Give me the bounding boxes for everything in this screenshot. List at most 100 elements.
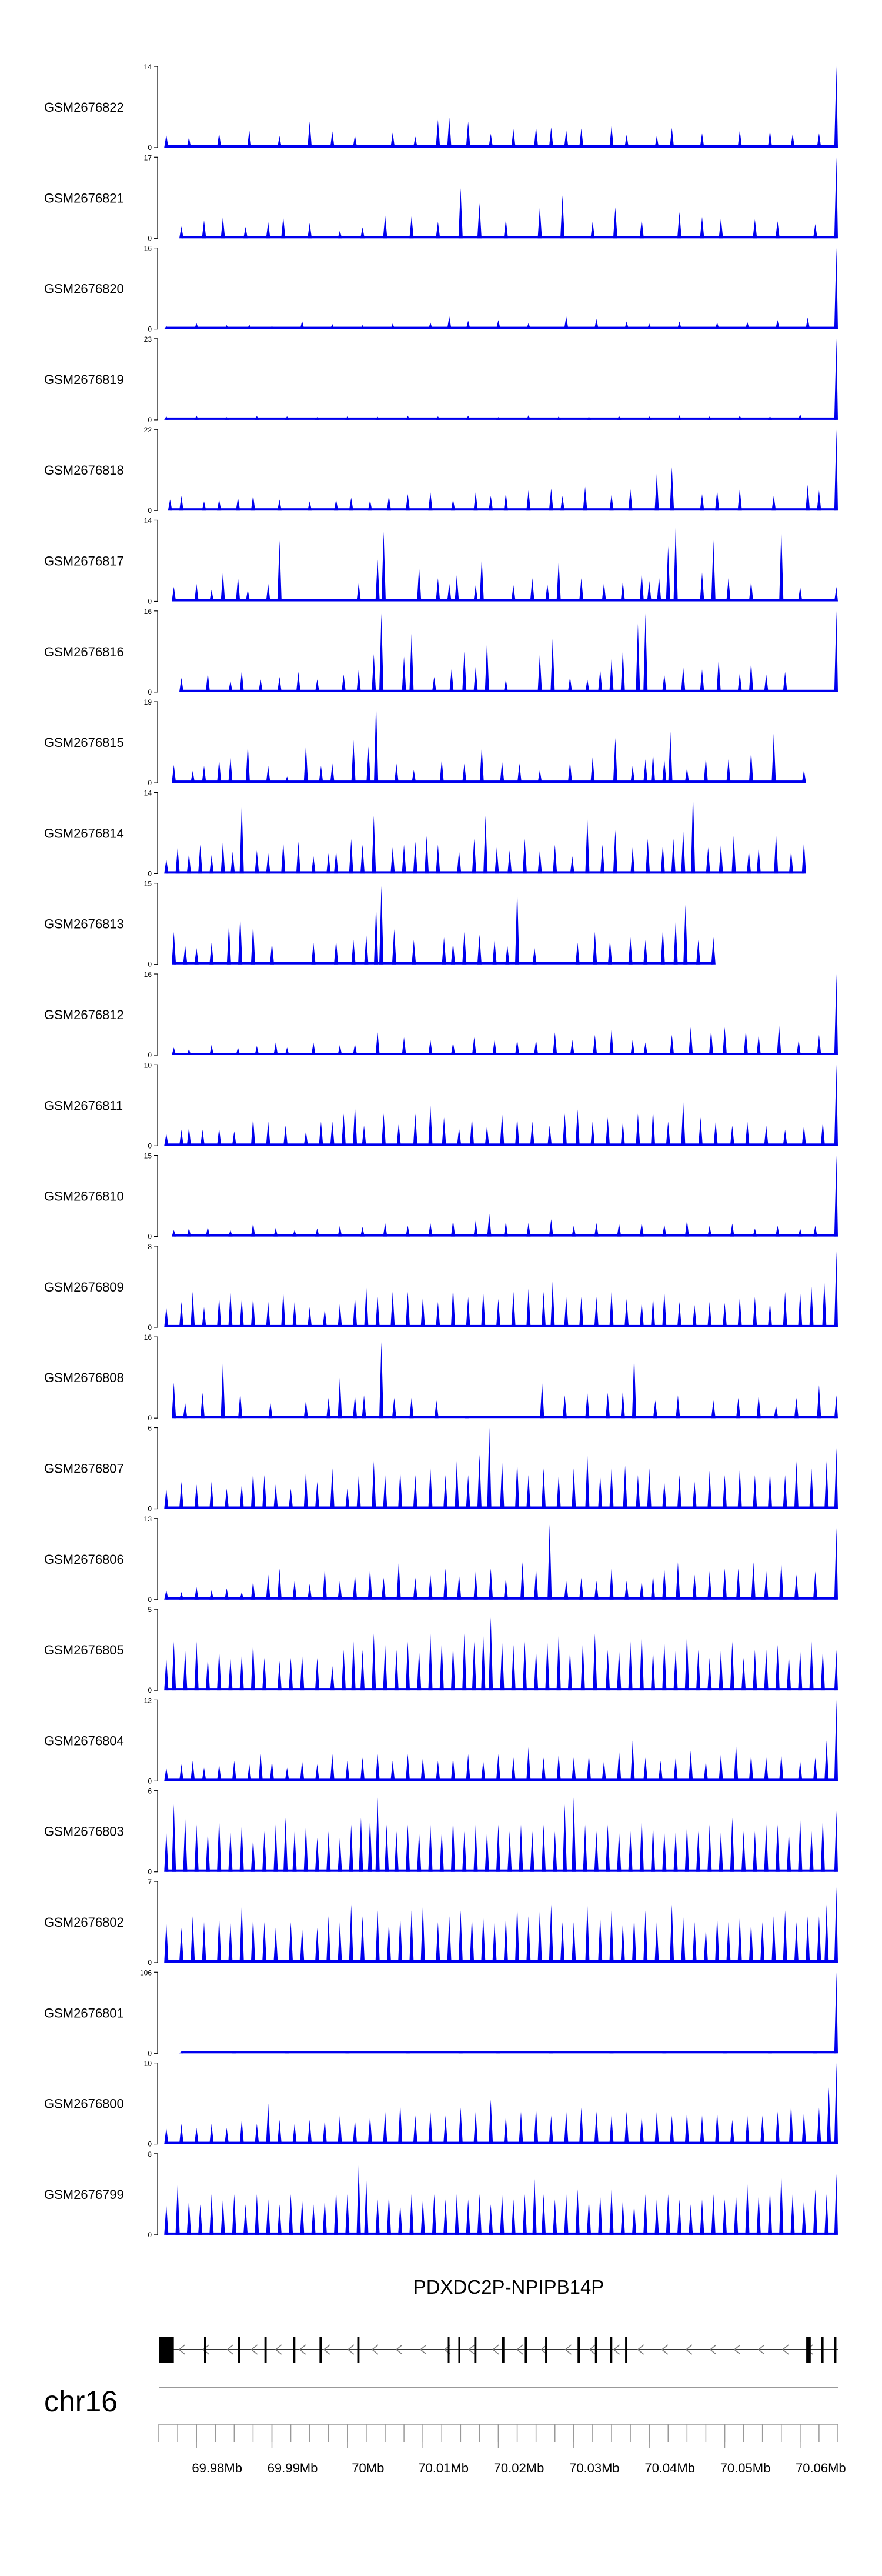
- coverage-peak: [624, 135, 629, 148]
- coverage-peak: [632, 1354, 637, 1419]
- coverage-peak: [262, 1475, 267, 1509]
- coverage-peak: [719, 845, 723, 874]
- coverage-peak: [224, 1489, 229, 1509]
- track-GSM2676821: GSM2676821 17 0: [44, 154, 838, 242]
- coverage-peak: [794, 1922, 799, 1963]
- coverage-peak: [183, 1403, 188, 1419]
- x-tick-label: 70.03Mb: [569, 2461, 620, 2475]
- coverage-peak: [673, 1650, 678, 1691]
- coverage-peak: [801, 1125, 806, 1146]
- coverage-peak: [806, 485, 810, 511]
- coverage-peak: [326, 1916, 331, 1963]
- coverage-peak: [202, 1922, 206, 1963]
- coverage-peak: [579, 1577, 584, 1600]
- x-tick-label: 70.06Mb: [796, 2461, 846, 2475]
- coverage-peak: [368, 2115, 372, 2144]
- coverage-peak: [783, 672, 787, 692]
- coverage-peak: [654, 2199, 659, 2235]
- y-tick-label-zero: 0: [148, 1596, 152, 1604]
- coverage-peak: [428, 1633, 433, 1691]
- y-tick-label-max: 6: [148, 1787, 152, 1796]
- y-tick-label-max: 12: [144, 1696, 152, 1704]
- coverage-peak: [266, 1574, 270, 1600]
- coverage-peak: [707, 1471, 712, 1509]
- coverage-peak: [164, 1922, 169, 1963]
- y-tick-label-max: 16: [144, 245, 152, 253]
- coverage-peak: [670, 128, 674, 148]
- coverage-peak: [360, 1227, 365, 1237]
- coverage-peak: [749, 1754, 754, 1781]
- coverage-peak: [375, 1910, 380, 1963]
- coverage-peak: [643, 1042, 648, 1055]
- coverage-peak: [477, 2194, 482, 2235]
- track-GSM2676813: GSM2676813 15 0: [44, 880, 716, 969]
- coverage-peak: [292, 1580, 297, 1600]
- coverage-peak: [356, 2164, 361, 2235]
- coverage-peak: [194, 323, 199, 329]
- coverage-peak: [813, 223, 818, 239]
- coverage-peak: [179, 1129, 184, 1146]
- coverage-peak: [447, 1916, 452, 1963]
- coverage-peak: [394, 763, 399, 783]
- coverage-peak: [643, 1910, 648, 1963]
- coverage-peak: [620, 649, 625, 692]
- coverage-peak: [409, 216, 414, 239]
- track-label: GSM2676806: [44, 1552, 124, 1567]
- coverage-peak: [771, 496, 776, 511]
- coverage-peak: [250, 1580, 256, 1600]
- coverage-peak: [593, 1035, 597, 1055]
- coverage-peak: [164, 416, 169, 420]
- coverage-peak: [333, 2189, 339, 2235]
- coverage-peak: [250, 1916, 256, 1963]
- coverage-peak: [428, 1105, 433, 1146]
- coverage-peak: [258, 1754, 263, 1781]
- coverage-peak: [751, 1562, 756, 1600]
- coverage-peak: [164, 1831, 169, 1872]
- coverage-peak: [428, 322, 433, 329]
- coverage-peak: [715, 322, 720, 329]
- coverage-peak: [666, 2194, 670, 2235]
- coverage-peak: [670, 467, 674, 511]
- coverage-peak: [774, 1405, 779, 1419]
- coverage-peak: [479, 746, 484, 783]
- coverage-peak: [579, 578, 584, 602]
- coverage-peak: [303, 744, 308, 783]
- coverage-peak: [224, 1588, 229, 1600]
- coverage-peak: [308, 223, 312, 239]
- coverage-peak: [238, 915, 243, 965]
- coverage-peak: [315, 1927, 320, 1963]
- coverage-peak: [326, 853, 331, 874]
- coverage-peak: [405, 1641, 410, 1691]
- coverage-peak: [447, 583, 452, 602]
- track-label: GSM2676813: [44, 917, 124, 932]
- coverage-peak: [534, 126, 539, 148]
- coverage-peak: [639, 572, 644, 602]
- coverage-peak: [575, 1109, 580, 1146]
- coverage-peak: [228, 1922, 233, 1963]
- gene-exon: [264, 2337, 267, 2363]
- coverage-peak: [594, 1580, 599, 1600]
- track-label: GSM2676810: [44, 1189, 124, 1204]
- coverage-peak: [179, 496, 184, 511]
- coverage-peak: [639, 1633, 644, 1691]
- coverage-peak: [338, 1580, 342, 1600]
- coverage-peak: [609, 1910, 614, 1963]
- coverage-peak: [232, 1760, 236, 1781]
- strand-arrow-icon: [419, 2344, 427, 2355]
- coverage-peak: [834, 338, 838, 420]
- track-label: GSM2676816: [44, 645, 124, 659]
- coverage-peak: [511, 2199, 516, 2235]
- coverage-peak: [537, 770, 542, 783]
- coverage-peak: [175, 2184, 180, 2235]
- strand-arrow-icon: [709, 2344, 717, 2355]
- strand-arrow-icon: [637, 2344, 644, 2355]
- coverage-peak: [285, 1047, 289, 1055]
- coverage-peak: [796, 1040, 801, 1055]
- coverage-peak: [681, 830, 686, 874]
- coverage-peak: [534, 1568, 539, 1600]
- coverage-peak: [734, 2194, 739, 2235]
- coverage-peak: [696, 1650, 701, 1691]
- coverage-peak: [194, 415, 199, 420]
- coverage-peak: [462, 1633, 467, 1691]
- y-tick-label-zero: 0: [148, 1868, 152, 1876]
